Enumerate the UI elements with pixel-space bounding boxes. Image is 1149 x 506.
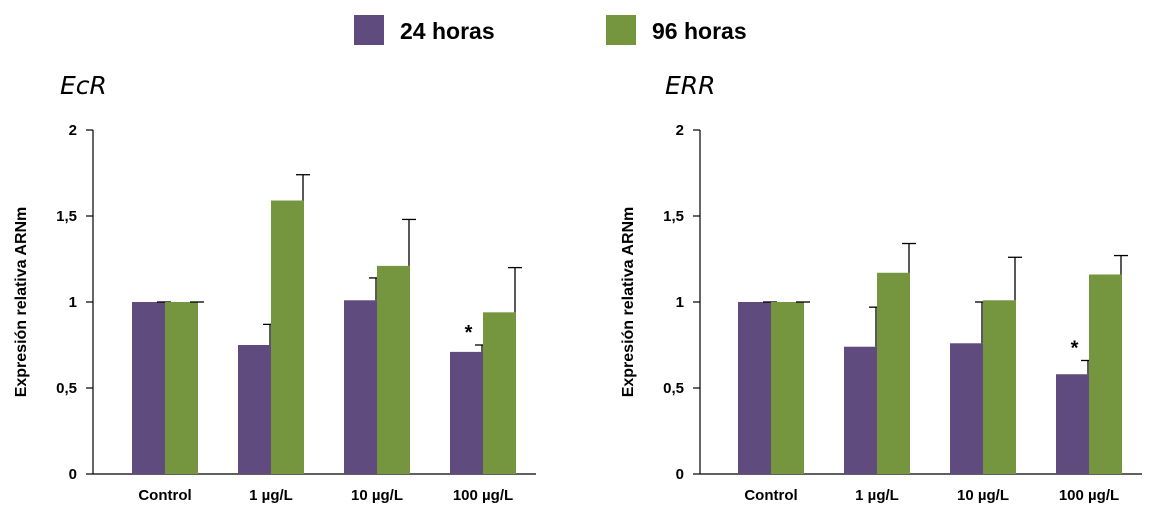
bar-96h (983, 300, 1016, 474)
y-axis-label: Expresión relativa ARNm (13, 207, 30, 398)
legend-swatch-24h (354, 15, 384, 45)
bar-96h (377, 265, 410, 474)
y-tick-label: 2 (69, 122, 77, 139)
bar-24h (738, 302, 771, 474)
x-category-label: 100 µg/L (453, 487, 513, 504)
y-tick-label: 0 (676, 466, 684, 483)
bar-96h (877, 272, 910, 474)
x-category-label: 10 µg/L (351, 487, 403, 504)
legend-label-24h: 24 horas (400, 18, 495, 44)
x-category-label: 100 µg/L (1059, 487, 1119, 504)
significance-mark: * (1071, 337, 1079, 359)
x-category-label: Control (744, 487, 797, 504)
x-category-label: 10 µg/L (957, 487, 1009, 504)
legend-swatch-96h (606, 15, 636, 45)
y-tick-label: 1,5 (663, 208, 684, 225)
bar-24h (844, 346, 877, 474)
y-axis-label: Expresión relativa ARNm (620, 207, 637, 398)
x-category-label: 1 µg/L (855, 487, 899, 504)
bar-96h (165, 302, 198, 474)
x-category-label: Control (138, 487, 191, 504)
significance-mark: * (465, 322, 473, 344)
y-tick-label: 0 (69, 466, 77, 483)
chart-panel-ecr: EcR Expresión relativa ARNm 0 0,5 1 1,5 2 Contr… (13, 71, 536, 504)
bar-24h (450, 351, 483, 474)
legend-label-96h: 96 horas (652, 18, 747, 44)
panel-title: EcR (60, 71, 107, 100)
y-tick-label: 1 (676, 294, 684, 311)
chart-panels: EcR Expresión relativa ARNm 0 0,5 1 1,5 2 Contr… (13, 71, 1142, 504)
bar-24h (1056, 374, 1089, 474)
bar-96h (1089, 274, 1122, 474)
panel-title: ERR (665, 71, 716, 100)
y-tick-label: 0,5 (663, 380, 684, 397)
x-category-label: 1 µg/L (249, 487, 293, 504)
bar-96h (483, 312, 516, 474)
y-tick-label: 1,5 (56, 208, 77, 225)
bar-24h (950, 343, 983, 474)
bar-96h (771, 302, 804, 474)
bar-24h (238, 345, 271, 474)
chart-panel-err: ERR Expresión relativa ARNm 0 0,5 1 1,5 2 Contr… (620, 71, 1142, 504)
legend: 24 horas 96 horas (354, 15, 747, 45)
y-tick-label: 0,5 (56, 380, 77, 397)
bar-24h (344, 300, 377, 474)
y-tick-label: 1 (69, 294, 77, 311)
y-tick-label: 2 (676, 122, 684, 139)
bar-24h (132, 302, 165, 474)
bar-96h (271, 200, 304, 474)
